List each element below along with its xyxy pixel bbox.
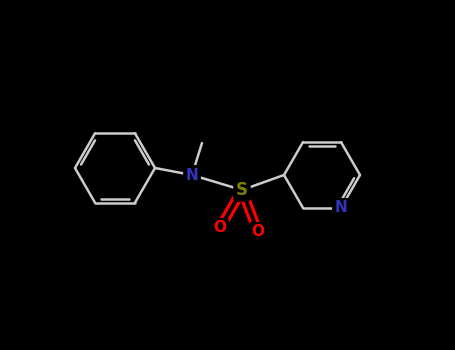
Text: N: N [334, 201, 347, 215]
Text: N: N [334, 201, 347, 215]
Text: S: S [236, 181, 248, 199]
Text: O: O [252, 224, 264, 239]
Text: O: O [213, 220, 227, 236]
Text: O: O [252, 224, 264, 239]
Text: O: O [213, 220, 227, 236]
Text: N: N [186, 168, 198, 182]
Text: S: S [236, 181, 248, 199]
Text: N: N [186, 168, 198, 182]
